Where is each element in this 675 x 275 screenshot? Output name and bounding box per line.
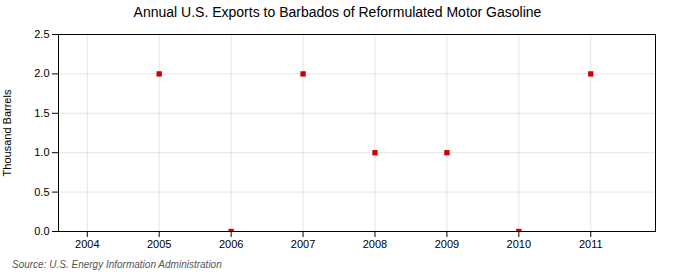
svg-text:2009: 2009 [435, 238, 459, 250]
svg-text:1.5: 1.5 [34, 107, 49, 119]
svg-text:Thousand Barrels: Thousand Barrels [1, 89, 13, 176]
svg-text:2007: 2007 [291, 238, 315, 250]
svg-text:2004: 2004 [75, 238, 99, 250]
svg-text:2.0: 2.0 [34, 67, 49, 79]
svg-text:2.5: 2.5 [34, 28, 49, 40]
svg-text:2006: 2006 [219, 238, 243, 250]
svg-text:2005: 2005 [147, 238, 171, 250]
html-text:Annual U.S. Exports to Barbado: Annual U.S. Exports to Barbados of Refor… [133, 4, 542, 20]
svg-text:0.5: 0.5 [34, 186, 49, 198]
svg-text:1.0: 1.0 [34, 146, 49, 158]
svg-text:2010: 2010 [507, 238, 531, 250]
svg-text:0.0: 0.0 [34, 225, 49, 237]
svg-text:2008: 2008 [363, 238, 387, 250]
svg-text:2011: 2011 [579, 238, 603, 250]
html-text:Source: U.S. Energy Informatio: Source: U.S. Energy Information Administ… [12, 259, 222, 270]
